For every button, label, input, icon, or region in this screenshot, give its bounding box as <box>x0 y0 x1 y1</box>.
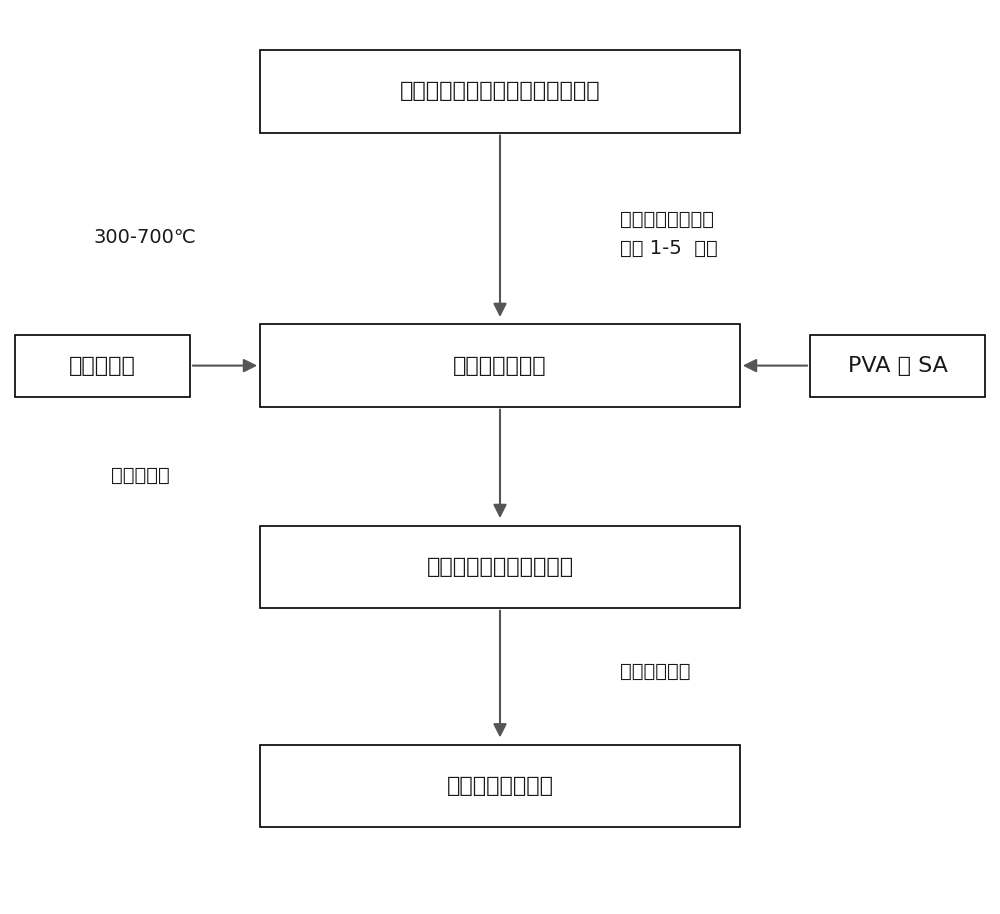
Text: 滴入交联剂: 滴入交联剂 <box>111 466 169 484</box>
FancyBboxPatch shape <box>15 335 190 397</box>
FancyBboxPatch shape <box>260 745 740 827</box>
Text: PVA 和 SA: PVA 和 SA <box>848 356 947 376</box>
Text: 生物炭微生物固定化颗粒: 生物炭微生物固定化颗粒 <box>426 557 574 577</box>
FancyBboxPatch shape <box>260 526 740 608</box>
Text: 热解 1-5  小时: 热解 1-5 小时 <box>620 239 718 258</box>
Text: 农林废弃物，动物粪便风干、粉碎: 农林废弃物，动物粪便风干、粉碎 <box>400 81 600 101</box>
Text: 300-700℃: 300-700℃ <box>94 228 196 247</box>
Text: 多环芳烃污染土壤: 多环芳烃污染土壤 <box>446 776 554 796</box>
FancyBboxPatch shape <box>260 324 740 407</box>
FancyBboxPatch shape <box>260 50 740 133</box>
Text: 缺氧或无氧条件下: 缺氧或无氧条件下 <box>620 210 714 228</box>
Text: 一定比例添加: 一定比例添加 <box>620 663 690 681</box>
Text: 制备得到生物炭: 制备得到生物炭 <box>453 356 547 376</box>
FancyBboxPatch shape <box>810 335 985 397</box>
Text: 降解菌菌液: 降解菌菌液 <box>69 356 136 376</box>
